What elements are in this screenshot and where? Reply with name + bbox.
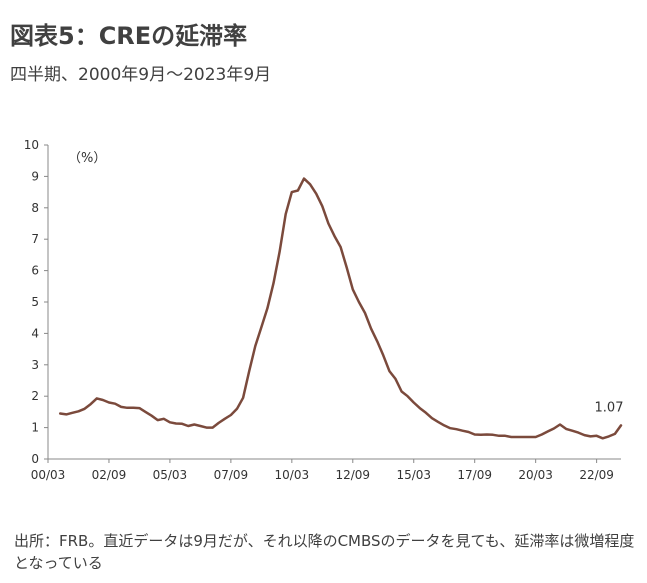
x-tick-label: 20/03 (518, 468, 553, 482)
unit-label: （%） (68, 151, 106, 166)
chart-axes (44, 144, 621, 463)
y-tick-label: 2 (31, 389, 39, 403)
line-chart: 0 1 2 3 4 5 6 7 8 9 10 00/03 02/09 05/03 07/09 10/03 12… (24, 138, 624, 482)
x-tick-label: 15/03 (396, 468, 431, 482)
x-tick-label: 17/09 (457, 468, 492, 482)
x-tick-label: 10/03 (275, 468, 310, 482)
y-tick-label: 3 (31, 358, 39, 372)
source-note: 出所：FRB。直近データは9月だが、それ以降のCMBSのデータを見ても、延滞率は… (14, 532, 635, 572)
y-tick-label: 10 (24, 138, 39, 152)
y-tick-label: 4 (31, 326, 39, 340)
y-tick-label: 7 (31, 232, 39, 246)
y-tick-label: 8 (31, 201, 39, 215)
x-tick-labels: 00/03 02/09 05/03 07/09 10/03 12/09 15/03 17/09… (31, 468, 614, 482)
delinquency-rate-line (58, 177, 623, 440)
x-tick-label: 05/03 (153, 468, 188, 482)
y-tick-labels: 0 1 2 3 4 5 6 7 8 9 10 (24, 138, 39, 466)
y-tick-label: 0 (31, 452, 39, 466)
y-tick-label: 5 (31, 295, 39, 309)
chart-title: 図表5：CREの延滞率 (10, 22, 248, 50)
x-tick-label: 22/09 (579, 468, 614, 482)
y-tick-label: 6 (31, 264, 39, 278)
x-tick-label: 07/09 (214, 468, 249, 482)
chart-subtitle: 四半期、2000年9月～2023年9月 (10, 65, 272, 85)
x-tick-label: 02/09 (92, 468, 127, 482)
y-tick-label: 1 (31, 421, 39, 435)
y-tick-label: 9 (31, 169, 39, 183)
x-tick-label: 12/09 (335, 468, 370, 482)
x-tick-label: 00/03 (31, 468, 66, 482)
last-value-label: 1.07 (595, 400, 624, 415)
